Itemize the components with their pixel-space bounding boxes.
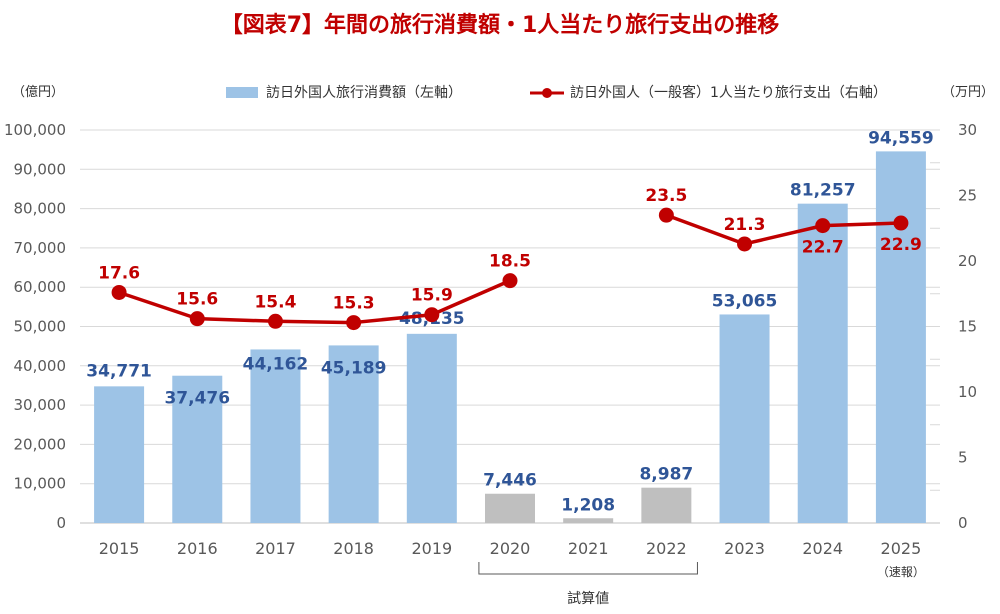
bracket-label: 試算値: [567, 591, 609, 607]
bar-value-label: 37,476: [164, 389, 230, 409]
right-tick-label: 0: [958, 514, 968, 532]
line-marker: [502, 273, 518, 289]
x-tick-label: 2018: [333, 539, 374, 558]
right-tick-label: 5: [958, 449, 968, 467]
bar-value-label: 45,189: [321, 358, 387, 378]
left-axis-unit: （億円）: [12, 84, 64, 100]
bar: [172, 375, 223, 523]
bar-value-label: 1,208: [561, 495, 615, 515]
bar-value-label: 44,162: [243, 354, 309, 374]
bar: [485, 493, 535, 523]
x-tick-label: 2021: [568, 539, 609, 558]
bar: [797, 203, 848, 524]
x-tick-label: 2023: [724, 539, 765, 558]
chart-title: 【図表7】年間の旅行消費額・1人当たり旅行支出の推移: [221, 12, 780, 38]
line-marker: [111, 284, 127, 300]
legend: 訪日外国人旅行消費額（左軸） 訪日外国人（一般客）1人当たり旅行支出（右軸）: [226, 84, 887, 101]
right-axis: 0 5 10 15 20 25 30: [930, 121, 977, 532]
right-tick-label: 15: [958, 318, 977, 336]
left-tick-label: 0: [56, 514, 66, 532]
line-value-label: 17.6: [98, 263, 140, 283]
x-tick-label: 2025: [881, 539, 922, 558]
bracket-line: [478, 562, 698, 575]
right-tick-label: 10: [958, 383, 977, 401]
left-tick-label: 80,000: [14, 200, 67, 218]
line-value-label: 21.3: [724, 215, 766, 235]
bar: [250, 349, 301, 523]
line-value-label: 15.9: [411, 286, 453, 306]
bar-series: [94, 151, 926, 524]
x-axis: 2015 2016 2017 2018 2019 2020 2021 2022 2023 2024…: [99, 539, 925, 579]
x-tick-label: 2020: [490, 539, 531, 558]
bar-value-label: 7,446: [483, 471, 537, 491]
bar: [406, 333, 457, 523]
legend-line-marker: [542, 88, 552, 98]
line-marker: [267, 313, 283, 329]
x-tick-label: 2019: [411, 539, 452, 558]
legend-bar-label: 訪日外国人旅行消費額（左軸）: [266, 85, 462, 101]
line-marker: [815, 218, 831, 234]
gridlines: [80, 129, 940, 524]
right-tick-label: 25: [958, 187, 977, 205]
left-tick-label: 40,000: [14, 357, 67, 375]
line-labels: 17.6 15.6 15.4 15.3 15.9 18.5 23.5 21.3 22.7 22.9: [98, 186, 922, 313]
line-value-label: 15.6: [176, 290, 218, 310]
bar: [719, 314, 770, 523]
line-value-label: 15.3: [333, 294, 375, 314]
left-axis: 0 10,000 20,000 30,000 40,000 50,000 60,000 70,…: [4, 121, 66, 532]
x-tick-label: 2016: [177, 539, 218, 558]
line-marker: [658, 207, 674, 223]
right-tick-label: 30: [958, 121, 977, 139]
bar-value-label: 94,559: [868, 128, 934, 148]
bar: [641, 487, 692, 523]
line-value-label: 18.5: [489, 252, 531, 272]
legend-bar-swatch: [226, 87, 258, 98]
line-value-label: 23.5: [645, 186, 687, 206]
line-marker: [893, 215, 909, 231]
line-path: [118, 279, 511, 325]
line-value-label: 15.4: [254, 292, 296, 312]
line-marker: [189, 311, 205, 327]
bar-value-label: 34,771: [86, 361, 152, 381]
right-axis-unit: （万円）: [942, 85, 994, 100]
line-path: [665, 213, 901, 246]
line-marker: [424, 307, 440, 323]
bar: [94, 386, 145, 523]
x-tick-note: （速報）: [877, 565, 925, 579]
right-tick-label: 20: [958, 252, 977, 270]
bar-labels: 34,77137,47644,16245,18948,1357,4461,208…: [86, 128, 933, 515]
estimate-bracket: 試算値: [478, 562, 698, 607]
bar-value-label: 8,987: [639, 465, 693, 485]
left-tick-label: 90,000: [14, 160, 67, 178]
legend-line-label: 訪日外国人（一般客）1人当たり旅行支出（右軸）: [570, 84, 887, 101]
left-tick-label: 30,000: [14, 396, 67, 414]
line-marker: [346, 315, 362, 331]
bar: [875, 151, 926, 524]
left-tick-label: 20,000: [14, 435, 67, 453]
line-series: [111, 207, 909, 331]
x-tick-label: 2022: [646, 539, 687, 558]
line-value-label: 22.7: [802, 238, 844, 258]
x-tick-label: 2024: [802, 539, 843, 558]
bar-value-label: 81,257: [790, 181, 856, 201]
x-tick-label: 2015: [99, 539, 140, 558]
bar: [563, 518, 614, 523]
bar-value-label: 53,065: [712, 291, 778, 311]
line-value-label: 22.9: [880, 235, 922, 255]
left-tick-label: 50,000: [14, 318, 67, 336]
line-marker: [737, 236, 753, 252]
left-tick-label: 10,000: [14, 475, 67, 493]
left-tick-label: 70,000: [14, 239, 67, 257]
x-tick-label: 2017: [255, 539, 296, 558]
left-tick-label: 60,000: [14, 278, 67, 296]
bar: [328, 345, 379, 523]
left-tick-label: 100,000: [4, 121, 66, 139]
